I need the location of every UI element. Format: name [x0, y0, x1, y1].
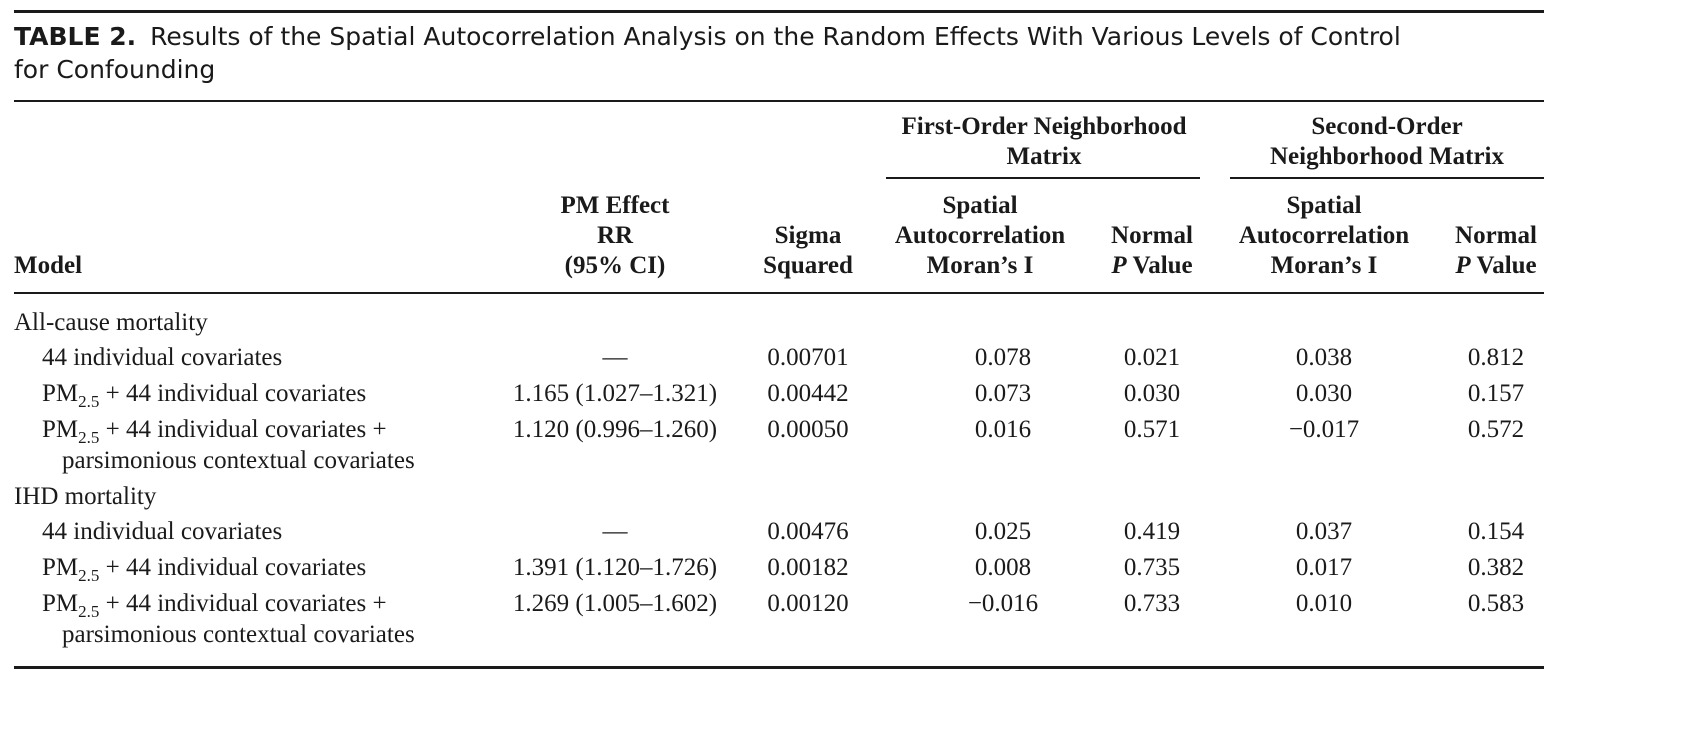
caption-text-line2: for Confounding [14, 55, 216, 84]
sigma-column-header: Sigma Squared [752, 221, 864, 281]
row-pm-effect: — [602, 518, 628, 545]
row-p2: 0.583 [1467, 590, 1525, 617]
model-column-header: Model [14, 252, 83, 279]
row-model: 44 individual covariates [42, 344, 283, 371]
row-moran1: 0.008 [974, 554, 1032, 581]
row-pm-effect: 1.120 (0.996–1.260) [512, 416, 718, 443]
row-moran2: −0.017 [1288, 416, 1360, 443]
pm-text: PM [42, 590, 79, 617]
row-moran1: 0.016 [974, 416, 1032, 443]
row-p1: 0.735 [1123, 554, 1181, 581]
row-p1: 0.419 [1123, 518, 1181, 545]
row-moran2: 0.038 [1295, 344, 1353, 371]
row-sigma: 0.00120 [767, 590, 849, 617]
pm-effect-line2: RR [596, 222, 634, 249]
row-model: PM2.5 + 44 individual covariates [42, 379, 367, 411]
model-text: + 44 individual covariates + [105, 590, 387, 617]
row-model: 44 individual covariates [42, 518, 283, 545]
row-p1: 0.030 [1123, 380, 1181, 407]
p1-column-header: Normal P Value [1100, 221, 1204, 281]
header-top-rule [14, 100, 1544, 102]
row-model: PM2.5 + 44 individual covariates + [42, 415, 387, 447]
pm-subscript: 2.5 [78, 566, 100, 585]
row-p1: 0.733 [1123, 590, 1181, 617]
row-sigma: 0.00182 [767, 554, 849, 581]
model-text: + 44 individual covariates + [105, 416, 387, 443]
header-bottom-rule [14, 292, 1544, 294]
row-moran2: 0.017 [1295, 554, 1353, 581]
second-order-group-line2: Neighborhood Matrix [1269, 143, 1505, 170]
p2-value-word: Value [1476, 252, 1537, 279]
row-p2: 0.382 [1467, 554, 1525, 581]
row-sigma: 0.00701 [767, 344, 849, 371]
pm-subscript: 2.5 [78, 602, 100, 621]
p2-column-header: Normal P Value [1444, 221, 1548, 281]
row-p2: 0.157 [1467, 380, 1525, 407]
p1-line1: Normal [1111, 222, 1193, 249]
pm-text: PM [42, 554, 79, 581]
row-p2: 0.572 [1467, 416, 1525, 443]
moran2-line3: Moran’s I [1270, 252, 1378, 279]
sigma-line1: Sigma [774, 222, 842, 249]
moran1-column-header: Spatial Autocorrelation Moran’s I [884, 191, 1076, 281]
section-title-all-cause: All-cause mortality [14, 309, 208, 336]
row-model-continuation: parsimonious contextual covariates [62, 621, 415, 648]
model-text: + 44 individual covariates [105, 380, 367, 407]
row-moran1: 0.025 [974, 518, 1032, 545]
row-sigma: 0.00050 [767, 416, 849, 443]
pm-subscript: 2.5 [78, 392, 100, 411]
first-order-group-line2: Matrix [1006, 143, 1082, 170]
row-moran2: 0.030 [1295, 380, 1353, 407]
caption-text-line1: Results of the Spatial Autocorrelation A… [150, 22, 1401, 51]
row-p1: 0.571 [1123, 416, 1181, 443]
row-pm-effect: 1.165 (1.027–1.321) [512, 380, 718, 407]
first-order-group-header: First-Order Neighborhood Matrix [884, 112, 1204, 172]
row-model: PM2.5 + 44 individual covariates [42, 553, 367, 585]
row-sigma: 0.00442 [767, 380, 849, 407]
pm-effect-line3: (95% CI) [564, 252, 666, 279]
top-rule [14, 10, 1544, 13]
p1-value-word: Value [1132, 252, 1193, 279]
row-moran2: 0.037 [1295, 518, 1353, 545]
moran2-line2: Autocorrelation [1238, 222, 1410, 249]
first-order-group-line1: First-Order Neighborhood [901, 113, 1187, 140]
row-p2: 0.812 [1467, 344, 1525, 371]
p1-p-letter: P [1111, 252, 1127, 279]
row-moran2: 0.010 [1295, 590, 1353, 617]
first-order-underline [886, 177, 1200, 179]
table-label: TABLE 2. [14, 22, 137, 51]
row-pm-effect: 1.391 (1.120–1.726) [512, 554, 718, 581]
moran1-line3: Moran’s I [926, 252, 1034, 279]
row-p1: 0.021 [1123, 344, 1181, 371]
second-order-group-header: Second-Order Neighborhood Matrix [1228, 112, 1546, 172]
pm-subscript: 2.5 [78, 428, 100, 447]
second-order-underline [1230, 177, 1544, 179]
model-text: + 44 individual covariates [105, 554, 367, 581]
pm-text: PM [42, 416, 79, 443]
table-caption: TABLE 2. Results of the Spatial Autocorre… [14, 20, 1414, 86]
row-p2: 0.154 [1467, 518, 1525, 545]
row-moran1: −0.016 [967, 590, 1039, 617]
moran1-line2: Autocorrelation [894, 222, 1066, 249]
sigma-line2: Squared [763, 252, 853, 279]
moran2-column-header: Spatial Autocorrelation Moran’s I [1226, 191, 1422, 281]
row-pm-effect: — [602, 344, 628, 371]
pm-effect-line1: PM Effect [560, 192, 670, 219]
row-moran1: 0.073 [974, 380, 1032, 407]
row-moran1: 0.078 [974, 344, 1032, 371]
second-order-group-line1: Second-Order [1311, 113, 1463, 140]
moran1-line1: Spatial [942, 192, 1018, 219]
row-sigma: 0.00476 [767, 518, 849, 545]
moran2-line1: Spatial [1286, 192, 1362, 219]
section-title-ihd: IHD mortality [14, 483, 157, 510]
p2-p-letter: P [1455, 252, 1471, 279]
row-model-continuation: parsimonious contextual covariates [62, 447, 415, 474]
pm-effect-column-header: PM Effect RR (95% CI) [495, 191, 735, 281]
row-model: PM2.5 + 44 individual covariates + [42, 589, 387, 621]
pm-text: PM [42, 380, 79, 407]
row-pm-effect: 1.269 (1.005–1.602) [512, 590, 718, 617]
p2-line1: Normal [1455, 222, 1537, 249]
table-bottom-rule [14, 666, 1544, 669]
